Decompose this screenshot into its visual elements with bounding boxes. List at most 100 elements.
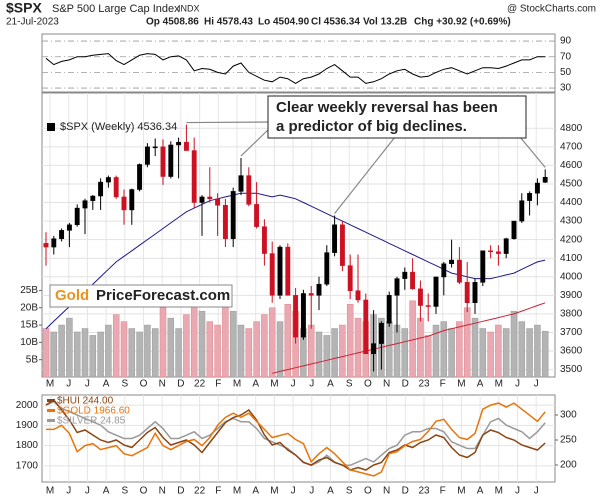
quote-change: Chg +30.92 (+0.69%) [414,17,511,28]
candle-body [152,146,158,149]
x-tick-label: F [215,379,221,390]
candle-body [98,181,104,197]
candle-body [207,196,213,200]
volume-bar [120,321,128,378]
y-tick-label: 3700 [560,327,583,338]
candle-body [121,196,127,211]
volume-bar [448,328,455,378]
x-tick-label: A [477,486,484,497]
volume-bar [331,328,338,378]
candle-body [480,250,486,283]
candle-body [160,146,166,177]
candle-body [176,141,182,146]
y-tick-label: 2000 [16,400,39,411]
volume-bar [66,317,73,378]
quote-low: Lo 4504.90 [258,17,310,28]
volume-bar [276,321,284,378]
candle-body [82,200,88,209]
y-tick-label: 4000 [560,271,583,282]
rsi-panel [41,33,556,93]
candle-body [472,282,478,304]
x-tick-label: A [477,379,484,390]
x-tick-label: A [252,486,259,497]
volume-bar [42,328,50,378]
candle-body [511,220,517,239]
x-tick-label: 23 [418,486,430,497]
quote-high: Hi 4578.43 [204,17,253,28]
x-tick-label: M [457,379,465,390]
candle-body [488,250,494,253]
volume-bar [346,304,354,378]
volume-tick-label: 20B [20,302,38,313]
watermark-box [49,284,233,308]
volume-bar [440,321,448,378]
candle-body [534,182,540,194]
volume-bar [456,321,463,378]
x-tick-label: J [515,379,520,390]
volume-bar [432,324,440,378]
date: 21-Jul-2023 [6,17,59,28]
candle-body [503,238,509,254]
candle-body [495,251,501,254]
candle-body [347,265,353,291]
candle-body [417,288,423,306]
volume-bar [307,324,315,378]
candle-body [449,259,455,265]
candle-body [464,282,470,304]
x-tick-label: M [270,379,278,390]
volume-bar [190,300,198,378]
candle-body [308,293,314,296]
x-tick-label: M [457,486,465,497]
y-tick-label: 4100 [560,253,583,264]
volume-bar [167,317,175,378]
volume-bar [385,321,393,378]
candle-body [402,271,408,279]
volume-bar [534,324,541,378]
volume-bar [105,324,112,378]
x-tick-label: M [495,379,503,390]
line [45,192,546,330]
y-tick-label: 50 [560,67,572,78]
x-tick-label: S [121,379,128,390]
candle-body [527,192,533,201]
volume-bar [136,331,143,378]
candle-body [137,164,143,190]
legend-swatch [47,123,55,131]
candle-body [246,175,252,205]
volume-bar [510,310,518,378]
x-tick-label: D [402,379,409,390]
legend-swatch [47,419,55,422]
annotation-pointer [334,136,396,214]
volume-bar [471,317,479,378]
candle-body [74,207,80,226]
volume-bar [206,321,214,378]
y-tick-label: 4700 [560,141,583,152]
x-tick-label: J [534,379,539,390]
candle-body [456,259,462,283]
candle-body [168,144,174,177]
y-tick-label: 3800 [560,309,583,320]
candle-body [183,141,189,151]
volume-tick-label: 10B [20,337,38,348]
candle-body [386,295,392,324]
volume-tick-label: 5B [26,354,39,365]
annotation-pointer [519,136,546,168]
volume-bar [58,324,65,378]
candle-body [300,293,306,338]
candle-body [43,243,49,248]
ratio-panel [41,394,556,483]
y-tick-label: 90 [560,36,572,47]
y-tick-label: 4400 [560,197,583,208]
x-tick-label: 23 [418,379,430,390]
annotation-text: Clear weekly reversal has been [276,99,498,116]
volume-bar [151,328,159,378]
x-tick-label: 22 [194,379,206,390]
x-tick-label: N [159,379,166,390]
candle-body [519,200,525,222]
volume-bar [261,314,268,378]
candle-body [316,283,322,296]
candle-body [363,299,369,355]
volume-bar [339,324,346,378]
volume-bar [502,328,510,378]
x-tick-label: F [215,486,221,497]
